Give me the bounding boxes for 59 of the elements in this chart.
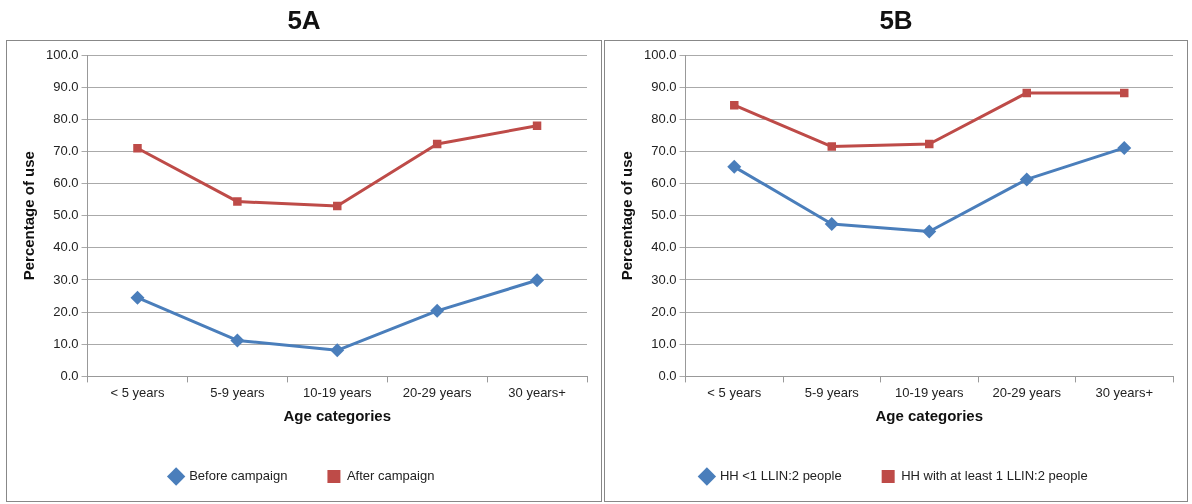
y-tick-label: 80.0: [651, 110, 677, 126]
x-tick-label: < 5 years: [707, 384, 762, 400]
point: [230, 333, 245, 348]
y-tick-label: 100.0: [643, 46, 677, 62]
x-axis-title: Age categories: [875, 407, 984, 425]
y-tick-label: 90.0: [53, 78, 79, 94]
point: [1019, 172, 1034, 187]
legend-label: HH <1 LLIN:2 people: [719, 468, 842, 484]
chart-title: 5B: [878, 4, 914, 37]
point: [532, 121, 542, 130]
y-tick-label: 10.0: [651, 335, 677, 351]
legend-label: After campaign: [346, 468, 435, 484]
y-tick-label: 40.0: [651, 239, 677, 255]
point: [1117, 140, 1132, 155]
x-tick-label: 5-9 years: [804, 384, 860, 400]
y-tick-label: 90.0: [651, 78, 677, 94]
y-tick-label: 40.0: [53, 239, 79, 255]
point: [922, 224, 937, 239]
point: [430, 303, 445, 318]
y-tick-label: 0.0: [658, 367, 677, 383]
y-tick-label: 60.0: [53, 175, 79, 191]
point: [827, 142, 837, 151]
x-tick-label: 30 years+: [508, 384, 566, 400]
y-tick-label: 80.0: [53, 110, 79, 126]
y-tick-label: 30.0: [651, 271, 677, 287]
y-tick-label: 50.0: [53, 207, 79, 223]
point: [130, 290, 145, 305]
y-axis-title: Percentage of use: [20, 151, 38, 281]
point: [824, 217, 839, 232]
y-tick-label: 20.0: [53, 303, 79, 319]
x-tick-label: 10-19 years: [894, 384, 965, 400]
y-tick-label: 50.0: [651, 207, 677, 223]
point: [727, 159, 742, 174]
x-tick-label: 20-29 years: [992, 384, 1062, 400]
y-tick-label: 100.0: [45, 46, 79, 62]
y-tick-label: 30.0: [53, 271, 79, 287]
y-tick-label: 20.0: [651, 303, 677, 319]
y-tick-label: 70.0: [651, 143, 677, 158]
y-axis-title: Percentage of use: [618, 151, 636, 281]
x-tick-label: < 5 years: [110, 384, 165, 400]
legend-label: Before campaign: [189, 468, 288, 484]
x-tick-label: 20-29 years: [402, 384, 472, 400]
x-tick-label: 10-19 years: [302, 384, 373, 400]
point: [530, 273, 545, 288]
x-axis-title: Age categories: [283, 407, 392, 425]
point: [133, 143, 142, 153]
x-tick-label: 30 years+: [1095, 384, 1153, 400]
point: [233, 197, 242, 206]
y-tick-label: 10.0: [53, 335, 79, 351]
point: [330, 343, 345, 358]
y-tick-label: 60.0: [651, 175, 677, 191]
chart-title: 5A: [286, 4, 322, 37]
point: [333, 201, 342, 211]
y-tick-label: 0.0: [60, 367, 79, 383]
legend-label: HH with at least 1 LLIN:2 people: [901, 468, 1088, 484]
point: [730, 100, 739, 110]
y-tick-label: 70.0: [53, 143, 79, 158]
x-tick-label: 5-9 years: [210, 384, 265, 400]
point: [925, 139, 934, 149]
